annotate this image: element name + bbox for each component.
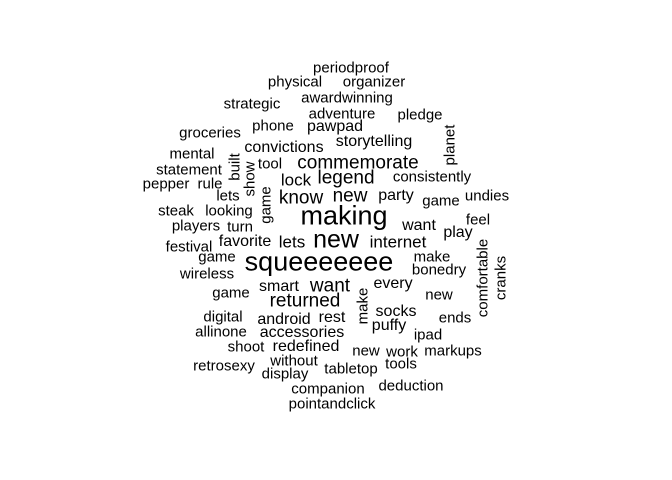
cloud-word: planet [441, 124, 459, 166]
cloud-word: want [402, 217, 436, 234]
cloud-word: convictions [244, 139, 324, 156]
cloud-word: squeeeeeee [244, 246, 394, 277]
cloud-word: consistently [392, 168, 472, 186]
cloud-word: comfortable [474, 238, 492, 318]
cloud-word: new [425, 286, 453, 304]
cloud-word: turn [227, 218, 253, 236]
cloud-word: built [226, 153, 244, 181]
cloud-word: socks [375, 303, 417, 320]
cloud-word: organizer [342, 73, 406, 91]
cloud-word: markups [424, 342, 482, 360]
cloud-word: display [261, 365, 309, 383]
cloud-word: internet [369, 232, 427, 252]
cloud-word: smart [259, 278, 299, 295]
cloud-word: returned [269, 290, 341, 312]
cloud-word: periodproof [313, 59, 389, 77]
cloud-word: steak [158, 202, 194, 220]
cloud-word: making [300, 200, 388, 231]
cloud-word: rest [318, 309, 346, 326]
cloud-word: new [352, 342, 380, 360]
cloud-word: game [422, 192, 460, 210]
cloud-word: wireless [179, 265, 235, 283]
cloud-word: lets [278, 232, 306, 252]
cloud-word: digital [203, 308, 243, 326]
cloud-word: companion [291, 380, 365, 398]
cloud-word: android [257, 311, 311, 328]
cloud-word: statement [156, 161, 222, 179]
cloud-word: tools [385, 355, 417, 373]
cloud-word: commemorate [297, 152, 419, 174]
cloud-word: lock [280, 170, 312, 190]
cloud-word: mental [169, 145, 215, 163]
cloud-word: players [171, 217, 221, 235]
cloud-word: new [313, 225, 359, 254]
cloud-word: want [309, 275, 351, 297]
cloud-word: game [257, 186, 275, 224]
cloud-word: pointandclick [288, 395, 376, 413]
cloud-word: allinone [195, 323, 247, 341]
cloud-word: strategic [223, 95, 281, 113]
cloud-word: without [270, 352, 318, 370]
cloud-word: rule [197, 175, 223, 193]
cloud-word: feel [465, 211, 491, 229]
cloud-word: work [386, 343, 418, 361]
cloud-word: make [413, 248, 451, 266]
cloud-word: physical [267, 73, 323, 91]
cloud-word: storytelling [335, 133, 413, 150]
cloud-word: ends [438, 309, 472, 327]
cloud-word: game [198, 248, 236, 266]
cloud-word: lets [216, 187, 240, 205]
cloud-word: play [443, 224, 473, 241]
cloud-word: pepper [142, 175, 190, 193]
cloud-word: undies [464, 187, 510, 205]
cloud-word: pawpad [306, 118, 364, 135]
cloud-word: shoot [227, 338, 265, 356]
cloud-word: tabletop [324, 360, 378, 378]
cloud-word: puffy [371, 317, 407, 334]
cloud-word: awardwinning [301, 89, 393, 107]
cloud-word: pledge [397, 106, 443, 124]
cloud-word: bonedry [411, 261, 467, 279]
cloud-word: looking [205, 202, 253, 220]
cloud-word: every [373, 275, 413, 292]
cloud-word: show [241, 161, 259, 197]
cloud-word: adventure [308, 105, 376, 123]
cloud-word: game [212, 284, 250, 302]
cloud-word: retrosexy [193, 357, 255, 375]
cloud-word: groceries [179, 124, 241, 142]
cloud-word: know [278, 187, 324, 209]
cloud-word: favorite [218, 233, 272, 250]
cloud-word: accessories [259, 324, 345, 341]
cloud-word: phone [252, 117, 294, 135]
cloud-word: redefined [272, 338, 340, 355]
cloud-word: deduction [378, 377, 444, 395]
cloud-word: party [378, 187, 414, 204]
cloud-word: legend [317, 167, 375, 189]
cloud-word: festival [165, 238, 213, 256]
cloud-word: cranks [492, 255, 510, 301]
cloud-word: tool [257, 155, 283, 173]
cloud-word: make [354, 287, 372, 325]
cloud-word: new [332, 185, 368, 207]
cloud-word: ipad [413, 326, 443, 344]
